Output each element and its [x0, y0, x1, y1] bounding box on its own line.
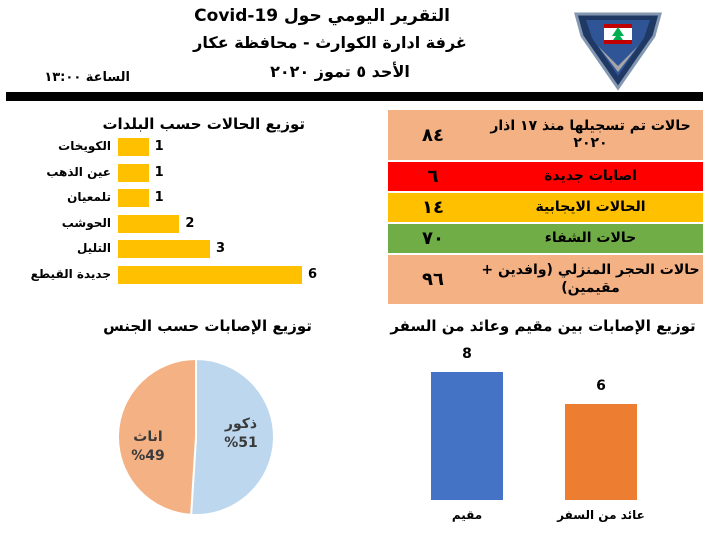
town-bar-value: 1 — [154, 164, 164, 180]
gender-chart-title: توزيع الإصابات حسب الجنس — [103, 317, 312, 335]
town-label: جديدة القيطع — [30, 266, 111, 281]
travel-column-value: 8 — [462, 346, 472, 362]
header-divider — [6, 92, 703, 101]
town-label: التليل — [76, 241, 111, 255]
pie-slice — [190, 357, 275, 516]
stat-value: ٧٠ — [422, 228, 444, 249]
town-bar — [118, 163, 149, 182]
stats-table: حالات تم تسجيلها منذ ١٧ اذار ٢٠٢٠ ٨٤ اصا… — [388, 110, 703, 306]
report-time: الساعة ١٣:٠٠ — [44, 70, 130, 85]
town-bar — [118, 138, 149, 156]
stat-row-new-cases: اصابات جديدة ٦ — [388, 162, 703, 193]
report-date: الأحد ٥ تموز ٢٠٢٠ — [270, 62, 410, 81]
town-bar — [118, 265, 302, 284]
travel-chart-title: توزيع الإصابات بين مقيم وعائد من السفر — [390, 317, 696, 335]
town-bar-value: 1 — [154, 139, 164, 154]
stat-value: ٩٦ — [422, 269, 444, 290]
report-subtitle: غرفة ادارة الكوارث - محافظة عكار — [193, 33, 467, 52]
pie-label-female: اناث %49 — [118, 428, 178, 466]
pie-category: ذكور — [224, 416, 258, 432]
stat-label: حالات تم تسجيلها منذ ١٧ اذار ٢٠٢٠ — [490, 117, 691, 152]
stat-row-recovered: حالات الشفاء ٧٠ — [388, 224, 703, 255]
pie-percent: %49 — [131, 447, 165, 464]
town-bar — [118, 189, 149, 207]
stat-label: حالات الشفاء — [544, 229, 637, 246]
stat-value: ١٤ — [422, 197, 444, 218]
town-bar-value: 2 — [185, 215, 195, 231]
town-label: تلمعيان — [67, 190, 111, 204]
pie-label-male: ذكور %51 — [206, 415, 276, 453]
town-label: الكويخات — [58, 139, 111, 153]
stat-value: ٦ — [427, 166, 439, 187]
town-bar-value: 6 — [308, 266, 318, 282]
pie-category: اناث — [133, 429, 163, 445]
stat-label: الحالات الايجابية — [535, 198, 646, 215]
town-chart-title: توزيع الحالات حسب البلدات — [102, 115, 305, 133]
town-label: الحوشب — [61, 215, 111, 230]
town-bar-value: 1 — [154, 190, 164, 205]
town-bar — [118, 240, 210, 258]
stat-row-active: الحالات الايجابية ١٤ — [388, 193, 703, 224]
travel-column-value: 6 — [596, 378, 606, 394]
stat-row-home-quarantine: حالات الحجر المنزلي (وافدين + مقيمين) ٩٦ — [388, 255, 703, 306]
report-title: التقرير اليومي حول Covid-19 — [194, 6, 450, 26]
town-bar-value: 3 — [216, 241, 226, 256]
stat-row-registered: حالات تم تسجيلها منذ ١٧ اذار ٢٠٢٠ ٨٤ — [388, 110, 703, 162]
pie-slice — [117, 357, 197, 516]
travel-category-label: عائد من السفر — [557, 508, 645, 522]
travel-column — [565, 404, 637, 500]
shield-logo-icon — [574, 12, 662, 91]
town-label: عين الذهب — [46, 164, 111, 179]
travel-category-label: مقيم — [451, 508, 483, 522]
pie-percent: %51 — [224, 434, 258, 451]
travel-column — [431, 372, 503, 500]
stat-label: حالات الحجر المنزلي (وافدين + مقيمين) — [481, 262, 700, 296]
stat-label: اصابات جديدة — [544, 167, 637, 184]
town-bar — [118, 214, 180, 233]
gender-pie-chart — [117, 357, 275, 516]
stat-value: ٨٤ — [422, 124, 444, 146]
